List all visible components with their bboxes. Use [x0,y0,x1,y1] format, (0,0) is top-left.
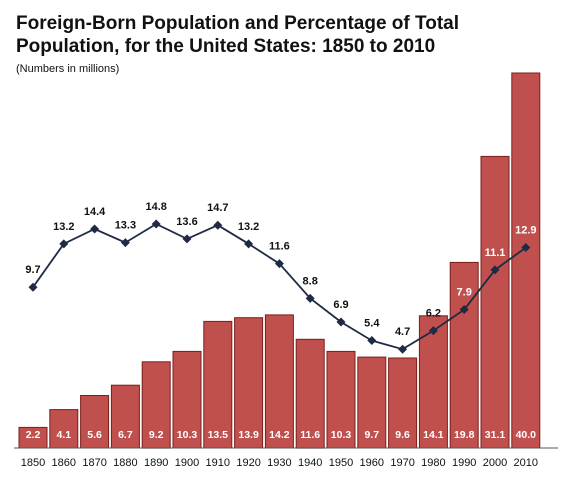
bar-value-label-1990: 19.8 [454,429,475,441]
x-tick-label-2000: 2000 [483,457,507,469]
percentage-marker-1980 [428,326,438,336]
bar-value-label-1880: 6.7 [118,429,133,441]
x-tick-label-1890: 1890 [144,457,168,469]
x-tick-label-1940: 1940 [298,457,322,469]
percentage-label-1930: 11.6 [269,241,290,253]
bar-value-label-1930: 14.2 [269,429,290,441]
percentage-marker-2000 [490,265,500,275]
percentage-label-1870: 14.4 [84,206,106,218]
bar-value-label-1850: 2.2 [26,429,41,441]
percentage-label-1970: 4.7 [395,326,410,338]
percentage-label-1860: 13.2 [53,221,74,233]
x-tick-label-1960: 1960 [360,457,384,469]
percentage-label-1920: 13.2 [238,221,259,233]
percentage-label-1890: 14.8 [145,201,166,213]
percentage-marker-1940 [305,293,315,303]
x-tick-label-1880: 1880 [113,457,137,469]
percentage-marker-1880 [120,238,130,248]
bar-value-label-1890: 9.2 [149,429,164,441]
bar-value-label-1870: 5.6 [87,429,102,441]
bar-1910 [203,320,233,449]
bar-1890 [141,361,171,449]
bar-value-label-1960: 9.7 [364,429,379,441]
x-tick-label-1980: 1980 [421,457,445,469]
bar-value-label-1940: 11.6 [300,429,320,441]
x-tick-label-1930: 1930 [267,457,291,469]
percentage-marker-1870 [90,224,100,234]
bar-value-label-1900: 10.3 [177,429,198,441]
percentage-marker-1970 [398,344,408,354]
percentage-label-1960: 5.4 [364,318,380,330]
percentage-label-1900: 13.6 [176,216,197,228]
x-tick-label-1990: 1990 [452,457,476,469]
bar-1900 [172,350,202,449]
percentage-label-1980: 6.2 [426,308,441,320]
bar-1990 [449,261,479,449]
bar-1930 [264,314,294,449]
x-tick-label-1870: 1870 [82,457,106,469]
bar-value-label-2010: 40.0 [516,429,537,441]
percentage-marker-1910 [213,220,223,230]
bar-2010 [511,72,541,449]
bar-1860 [49,409,79,449]
percentage-label-1990: 7.9 [457,287,472,299]
bar-1880 [110,384,140,449]
bar-1950 [326,350,356,449]
x-tick-label-2010: 2010 [514,457,538,469]
percentage-label-1880: 13.3 [115,220,136,232]
bar-value-label-1920: 13.9 [238,429,259,441]
bar-1920 [234,317,264,449]
percentage-marker-1860 [59,239,69,249]
percentage-marker-2010 [521,243,531,253]
x-tick-label-1900: 1900 [175,457,199,469]
x-tick-label-1950: 1950 [329,457,353,469]
percentage-label-1950: 6.9 [333,299,348,311]
bar-value-label-1910: 13.5 [208,429,229,441]
percentage-label-1940: 8.8 [303,275,318,287]
percentage-marker-1890 [151,219,161,229]
percentage-label-1850: 9.7 [25,264,40,276]
percentage-label-2000: 11.1 [485,247,506,259]
percentage-marker-1920 [244,239,254,249]
percentage-marker-1900 [182,234,192,244]
percentage-marker-1930 [274,259,284,269]
percentage-marker-1950 [336,317,346,327]
percentage-label-1910: 14.7 [207,202,228,214]
percentage-marker-1960 [367,336,377,346]
percentage-marker-1990 [459,305,469,315]
bar-value-label-1980: 14.1 [423,429,444,441]
x-tick-label-1910: 1910 [206,457,230,469]
chart-subtitle: (Numbers in millions) [16,63,120,75]
bar-value-label-1950: 10.3 [331,429,352,441]
bar-value-label-1970: 9.6 [395,429,410,441]
chart-title: Foreign-Born Population and Percentage o… [16,13,459,57]
x-tick-label-1860: 1860 [52,457,76,469]
x-tick-label-1920: 1920 [236,457,260,469]
x-tick-label-1970: 1970 [390,457,414,469]
percentage-marker-1850 [28,282,38,292]
bar-value-label-1860: 4.1 [56,429,71,441]
bar-2000 [480,155,510,449]
bar-1960 [357,356,387,449]
percentage-label-2010: 12.9 [515,225,536,237]
x-tick-label-1850: 1850 [21,457,45,469]
bar-value-label-2000: 31.1 [485,429,506,441]
